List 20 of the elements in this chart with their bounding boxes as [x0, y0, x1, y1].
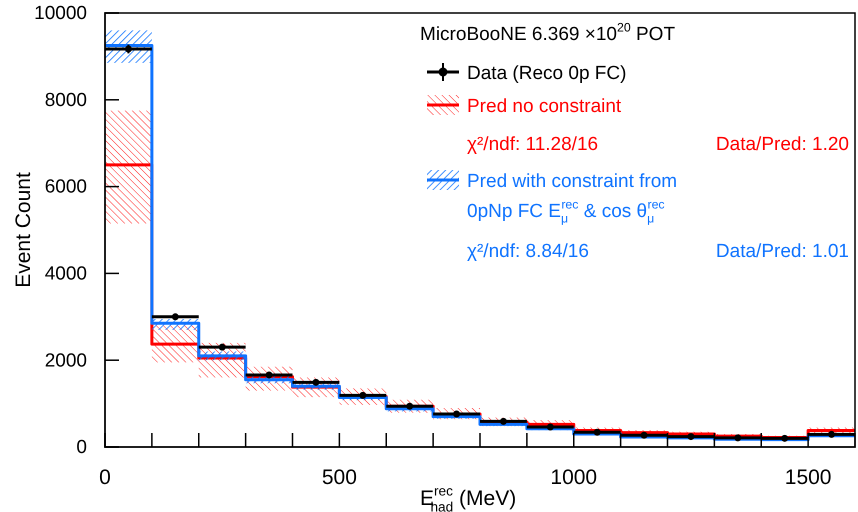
y-tick-label: 10000 [34, 3, 87, 24]
x-tick-label: 1000 [550, 466, 598, 489]
y-tick-label: 6000 [44, 176, 87, 198]
annotation: Data/Pred: 1.01 [716, 241, 849, 262]
y-axis-title: Event Count [12, 172, 35, 288]
y-tick-label: 2000 [44, 350, 87, 372]
y-tick-label: 8000 [44, 90, 87, 111]
x-axis-title: E$^{rec}$$_{had}$ (MeV) [420, 484, 516, 512]
legend-label: Pred with constraint from [467, 171, 678, 192]
y-tick-label: 4000 [44, 263, 87, 284]
legend-label: Data (Reco 0p FC) [467, 63, 626, 84]
x-tick-label: 0 [99, 466, 111, 489]
annotation: Data/Pred: 1.20 [716, 134, 849, 155]
x-tick-label: 1500 [784, 466, 832, 489]
legend-title: MicroBooNE 6.369 ×10$^{20}$ POT [420, 20, 676, 45]
annotation: χ²/ndf: 8.84/16 [467, 241, 589, 262]
annotation: χ²/ndf: 11.28/16 [467, 134, 598, 155]
y-tick-label: 0 [76, 437, 87, 458]
x-tick-label: 500 [322, 466, 357, 489]
legend-label: Pred no constraint [467, 96, 622, 117]
